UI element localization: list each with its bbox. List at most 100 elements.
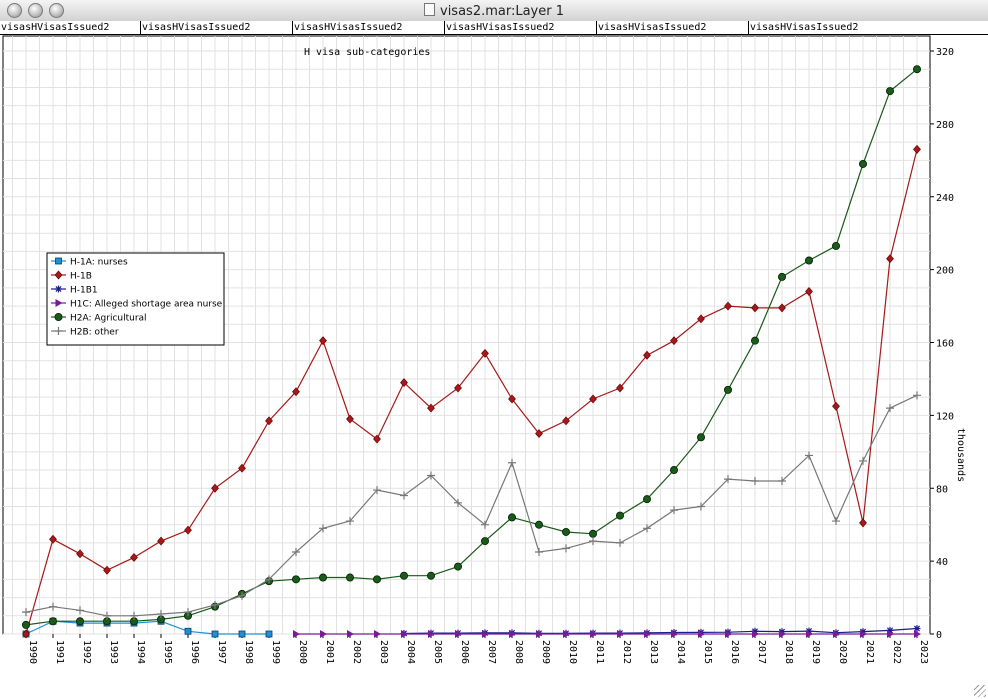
data-point — [671, 630, 678, 638]
zoom-window-button[interactable] — [49, 3, 64, 18]
series-line — [25, 394, 918, 617]
data-point — [562, 527, 571, 536]
close-window-button[interactable] — [7, 3, 22, 18]
tab-layer-6[interactable]: visasHVisasIssued2 — [748, 21, 859, 34]
x-tick-label: 1994 — [135, 640, 146, 664]
data-point — [886, 87, 895, 96]
series-4 — [21, 65, 922, 629]
data-point — [724, 385, 733, 394]
tab-layer-2[interactable]: visasHVisasIssued2 — [140, 21, 251, 34]
x-tick-label: 2001 — [324, 640, 335, 664]
data-point — [589, 394, 597, 404]
data-point — [698, 630, 705, 638]
document-icon — [424, 3, 435, 16]
x-tick-label: 1995 — [162, 640, 173, 664]
y-tick-label: 320 — [936, 47, 954, 58]
data-point — [157, 609, 165, 618]
data-point — [751, 627, 759, 635]
data-point — [751, 336, 760, 345]
data-point — [751, 476, 759, 485]
tab-layer-4[interactable]: visasHVisasIssued2 — [444, 21, 555, 34]
data-point — [670, 466, 679, 475]
x-tick-label: 2015 — [702, 640, 713, 664]
data-point — [49, 534, 57, 544]
data-point — [616, 511, 625, 520]
legend-entry: H2A: Agricultural — [70, 314, 147, 324]
data-point — [832, 517, 840, 526]
x-tick-label: 1997 — [216, 640, 227, 664]
x-tick-label: 2009 — [540, 640, 551, 664]
x-tick-label: 2007 — [486, 640, 497, 664]
data-point — [535, 548, 543, 557]
y-tick-label: 200 — [936, 266, 954, 277]
tab-layer-3[interactable]: visasHVisasIssued2 — [292, 21, 403, 34]
window-title: visas2.mar:Layer 1 — [440, 4, 564, 19]
data-point — [859, 456, 867, 465]
x-tick-label: 2017 — [756, 640, 767, 664]
data-point — [184, 608, 192, 617]
y-tick-label: 0 — [936, 630, 942, 641]
data-point — [562, 416, 570, 426]
data-point — [454, 498, 462, 507]
data-point — [373, 486, 381, 495]
data-point — [859, 518, 867, 528]
data-point — [724, 301, 732, 311]
data-point — [913, 65, 922, 74]
data-point — [373, 434, 381, 444]
data-point — [616, 383, 624, 393]
legend-swatch-marker — [55, 285, 62, 293]
data-point — [265, 575, 273, 584]
data-point — [76, 617, 85, 626]
data-point — [130, 553, 138, 562]
data-point — [617, 630, 624, 638]
y-tick-label: 80 — [936, 484, 948, 495]
tab-layer-1[interactable]: visasHVisasIssued2 — [1, 22, 110, 33]
x-tick-label: 2021 — [864, 640, 875, 664]
data-point — [832, 241, 841, 250]
data-point — [265, 416, 273, 426]
title-bar: visas2.mar:Layer 1 — [0, 0, 988, 22]
data-point — [265, 630, 273, 638]
data-point — [184, 627, 192, 635]
y-tick-label: 280 — [936, 120, 954, 131]
data-point — [453, 562, 462, 571]
data-point — [292, 548, 300, 557]
legend-entry: H1C: Alleged shortage area nurse — [70, 300, 223, 310]
data-point — [563, 630, 570, 638]
series-line — [25, 68, 918, 626]
data-point — [778, 303, 786, 313]
x-tick-label: 1999 — [270, 640, 281, 664]
x-tick-label: 2011 — [594, 640, 605, 664]
data-point — [319, 524, 327, 533]
legend-entry: H-1A: nurses — [70, 258, 128, 268]
y-tick-label: 120 — [936, 411, 954, 422]
data-point — [400, 491, 408, 500]
y-tick-label: 240 — [936, 193, 954, 204]
data-point — [697, 502, 705, 511]
x-tick-label: 2012 — [621, 640, 632, 664]
data-point — [291, 575, 300, 584]
x-tick-label: 1991 — [54, 640, 65, 664]
x-tick-label: 2010 — [567, 640, 578, 664]
x-tick-label: 2008 — [513, 640, 524, 664]
data-point — [427, 471, 435, 480]
data-point — [913, 144, 921, 154]
data-point — [724, 475, 732, 484]
data-point — [805, 451, 813, 460]
minimize-window-button[interactable] — [28, 3, 43, 18]
legend-entry: H2B: other — [70, 328, 119, 338]
tab-layer-5[interactable]: visasHVisasIssued2 — [596, 21, 707, 34]
data-point — [508, 394, 516, 404]
data-point — [211, 630, 219, 638]
data-point — [914, 630, 921, 638]
data-point — [130, 611, 138, 620]
data-point — [725, 630, 732, 638]
x-tick-label: 2006 — [459, 640, 470, 664]
resize-grip[interactable] — [974, 685, 986, 697]
data-point — [482, 630, 489, 638]
data-point — [670, 506, 678, 515]
legend-box — [46, 252, 225, 346]
legend-swatch-marker — [54, 327, 63, 335]
legend-entry: H-1B — [70, 272, 92, 282]
data-point — [859, 159, 868, 168]
